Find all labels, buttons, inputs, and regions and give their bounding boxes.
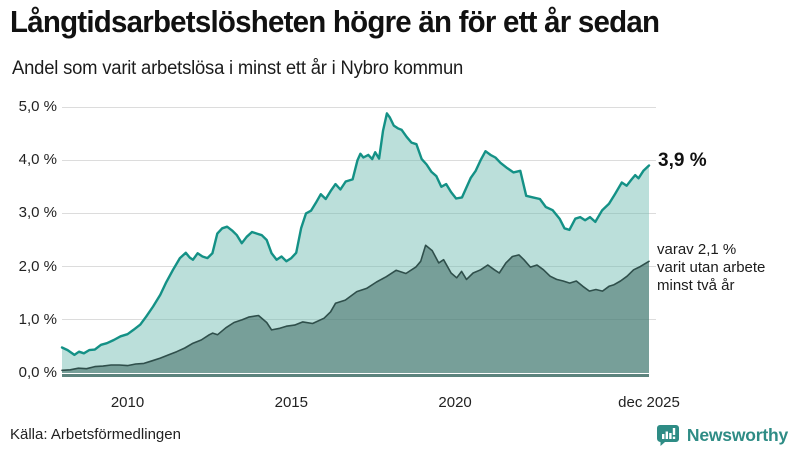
plot-area: 0,0 % 1,0 % 2,0 % 3,0 % 4,0 % 5,0 % 2010 2015 2… bbox=[18, 98, 766, 411]
gridline bbox=[62, 159, 656, 161]
gridline bbox=[62, 266, 656, 268]
y-tick-label: 3,0 % bbox=[18, 204, 57, 222]
source-note: Källa: Arbetsförmedlingen bbox=[10, 426, 181, 443]
x-tick-label: 2015 bbox=[274, 394, 308, 411]
chart-title: Långtidsarbetslösheten högre än för ett … bbox=[10, 4, 660, 39]
newsworthy-logo: Newsworthy bbox=[656, 422, 788, 448]
y-tick-label: 0,0 % bbox=[18, 364, 57, 381]
x-tick-label: 2020 bbox=[438, 394, 472, 411]
y-tick-label: 1,0 % bbox=[18, 310, 57, 328]
newsworthy-bubble-chart-icon bbox=[656, 423, 680, 447]
annotation-subseries-line2: varit utan arbete bbox=[657, 259, 766, 276]
area-chart bbox=[60, 112, 651, 374]
newsworthy-wordmark: Newsworthy bbox=[686, 424, 788, 445]
annotation-latest-value: 3,9 % bbox=[658, 150, 707, 171]
gridline bbox=[62, 212, 656, 214]
y-tick-label: 4,0 % bbox=[18, 151, 57, 169]
y-tick-label: 2,0 % bbox=[18, 257, 57, 275]
annotation-subseries-line3: minst två år bbox=[657, 277, 735, 294]
y-tick-label: 5,0 % bbox=[18, 98, 57, 115]
series-line bbox=[60, 112, 651, 357]
annotation-subseries-line1: varav 2,1 % bbox=[657, 241, 737, 258]
annotation-subseries: varav 2,1 % varit utan arbete minst två … bbox=[657, 241, 765, 295]
x-axis-line bbox=[62, 374, 649, 377]
series-area bbox=[62, 245, 649, 373]
x-tick-label: dec 2025 bbox=[618, 394, 680, 411]
series-line bbox=[61, 244, 650, 372]
x-tick-label: 2010 bbox=[110, 394, 145, 411]
gridline bbox=[62, 106, 656, 108]
chart-subtitle: Andel som varit arbetslösa i minst ett å… bbox=[12, 58, 464, 79]
